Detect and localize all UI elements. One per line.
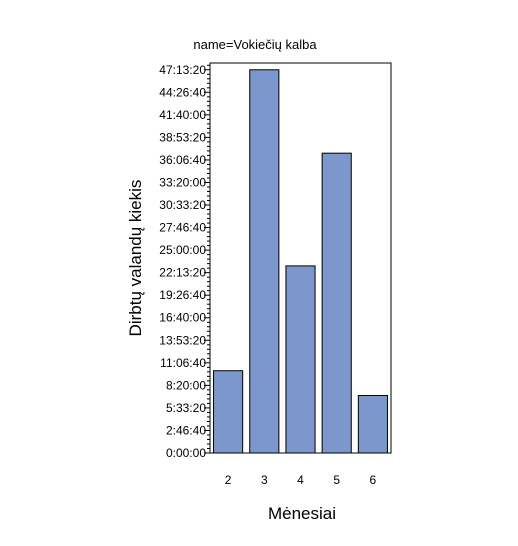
bar-6	[357, 395, 388, 454]
y-tick-label: 27:46:40	[159, 221, 206, 235]
y-tick-label: 16:40:00	[159, 311, 206, 325]
y-tick-label: 44:26:40	[159, 85, 206, 99]
bar-2	[213, 370, 244, 454]
x-tick-label: 2	[225, 473, 232, 487]
y-tick-label: 36:06:40	[159, 153, 206, 167]
y-tick-label: 11:06:40	[160, 356, 206, 370]
y-tick-label: 22:13:20	[159, 266, 206, 280]
chart-title: name=Vokiečių kalba	[193, 37, 317, 52]
y-tick-label: 8:20:00	[166, 378, 206, 392]
x-tick-label: 5	[333, 473, 340, 487]
y-tick-label: 5:33:20	[166, 401, 206, 415]
y-tick-label: 25:00:00	[159, 243, 206, 257]
y-axis-title: Dirbtų valandų kiekis	[126, 180, 145, 337]
x-tick-label: 3	[261, 473, 268, 487]
y-tick-label: 0:00:00	[166, 446, 206, 460]
x-tick-label: 6	[370, 473, 377, 487]
y-axis-tick-labels: 0:00:00 2:46:40 5:33:20 8:20:00 11:06:40 13:5…	[159, 63, 206, 460]
bar-5	[321, 152, 352, 454]
y-axis-minor-ticks	[207, 64, 210, 449]
bar-3	[249, 69, 280, 454]
x-axis-title: Mėnesiai	[268, 504, 336, 523]
bars	[213, 69, 388, 454]
y-axis-major-ticks	[204, 69, 210, 454]
y-tick-label: 33:20:00	[159, 175, 206, 189]
y-tick-label: 38:53:20	[159, 130, 206, 144]
y-tick-label: 47:13:20	[159, 63, 206, 77]
x-axis-tick-labels: 2 3 4 5 6	[225, 473, 377, 487]
y-tick-label: 2:46:40	[166, 423, 206, 437]
x-tick-label: 4	[297, 473, 304, 487]
y-tick-label: 19:26:40	[159, 288, 206, 302]
y-tick-label: 30:33:20	[159, 198, 206, 212]
bar-4	[285, 265, 316, 454]
y-tick-label: 41:40:00	[159, 108, 206, 122]
y-tick-label: 13:53:20	[159, 333, 206, 347]
